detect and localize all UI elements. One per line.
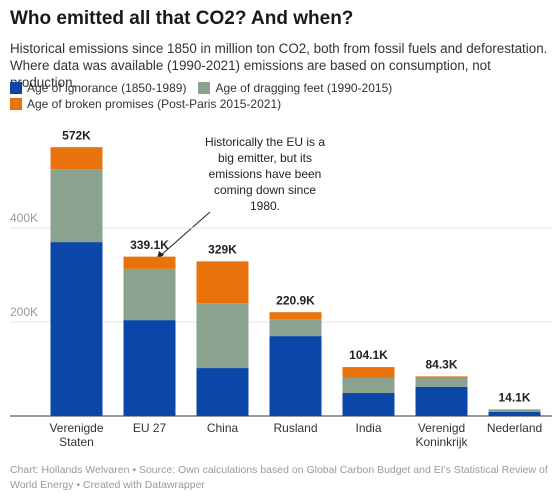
legend-swatch (10, 98, 22, 110)
legend-swatch (10, 82, 22, 94)
bar-segment (415, 377, 468, 387)
x-tick-label: Verenigd Koninkrijk (415, 421, 468, 449)
bar-segment (488, 409, 541, 410)
legend-label: Age of broken promises (Post-Paris 2015-… (27, 97, 282, 111)
legend-label: Age of dragging feet (1990-2015) (215, 81, 393, 95)
legend: Age of ignorance (1850-1989) Age of dragg… (10, 80, 550, 112)
bar-segment (342, 367, 395, 378)
y-tick-label: 400K (10, 211, 38, 225)
bar-segment (123, 320, 176, 416)
bar-segment (269, 319, 322, 337)
bar-segment (415, 386, 468, 416)
bar-segment (123, 256, 176, 269)
total-label: 329K (208, 243, 237, 257)
total-label: 84.3K (425, 358, 457, 372)
annotation: big emitter, but its (218, 151, 312, 165)
legend-item: Age of ignorance (1850-1989) (10, 80, 186, 96)
chart-title: Who emitted all that CO2? And when? (10, 8, 354, 29)
bar-segment (488, 409, 541, 413)
annotation-arrow (159, 211, 211, 257)
y-tick-label: 200K (10, 305, 38, 319)
total-label: 220.9K (276, 293, 315, 307)
bar-segment (50, 147, 103, 170)
x-tick-label: Nederland (486, 421, 543, 435)
legend-item: Age of broken promises (Post-Paris 2015-… (10, 96, 281, 112)
x-tick-label: India (355, 421, 382, 435)
bar-segment (342, 392, 395, 416)
bar-segment (269, 336, 322, 416)
bar-segment (196, 303, 249, 369)
annotation: coming down since (214, 183, 316, 197)
annotation: emissions have been (209, 167, 322, 181)
total-label: 104.1K (349, 348, 388, 362)
chart-subtitle: Historical emissions since 1850 in milli… (10, 41, 548, 90)
total-label: 339.1K (130, 238, 169, 252)
bar-segment (50, 169, 103, 243)
bar-segment (123, 268, 176, 321)
bar-segment (415, 376, 468, 378)
x-tick-label: China (206, 421, 239, 435)
bar-segment (342, 377, 395, 393)
bar-segment (196, 261, 249, 304)
bar-segment (488, 412, 541, 416)
total-label: 572K (62, 128, 91, 142)
annotation: 1980. (250, 199, 280, 213)
bar-segment (269, 312, 322, 320)
legend-item: Age of dragging feet (1990-2015) (198, 80, 392, 96)
x-tick-label: Verenigde Staten (49, 421, 104, 449)
total-label: 14.1K (498, 391, 530, 405)
annotation: Historically the EU is a (205, 135, 325, 149)
legend-label: Age of ignorance (1850-1989) (27, 81, 187, 95)
bar-segment (196, 368, 249, 416)
footer: Chart: Hollands Welvaren • Source: Own c… (10, 464, 548, 491)
x-tick-label: EU 27 (132, 421, 167, 435)
x-tick-label: Rusland (273, 421, 318, 435)
bar-segment (50, 242, 103, 416)
legend-swatch (198, 82, 211, 94)
